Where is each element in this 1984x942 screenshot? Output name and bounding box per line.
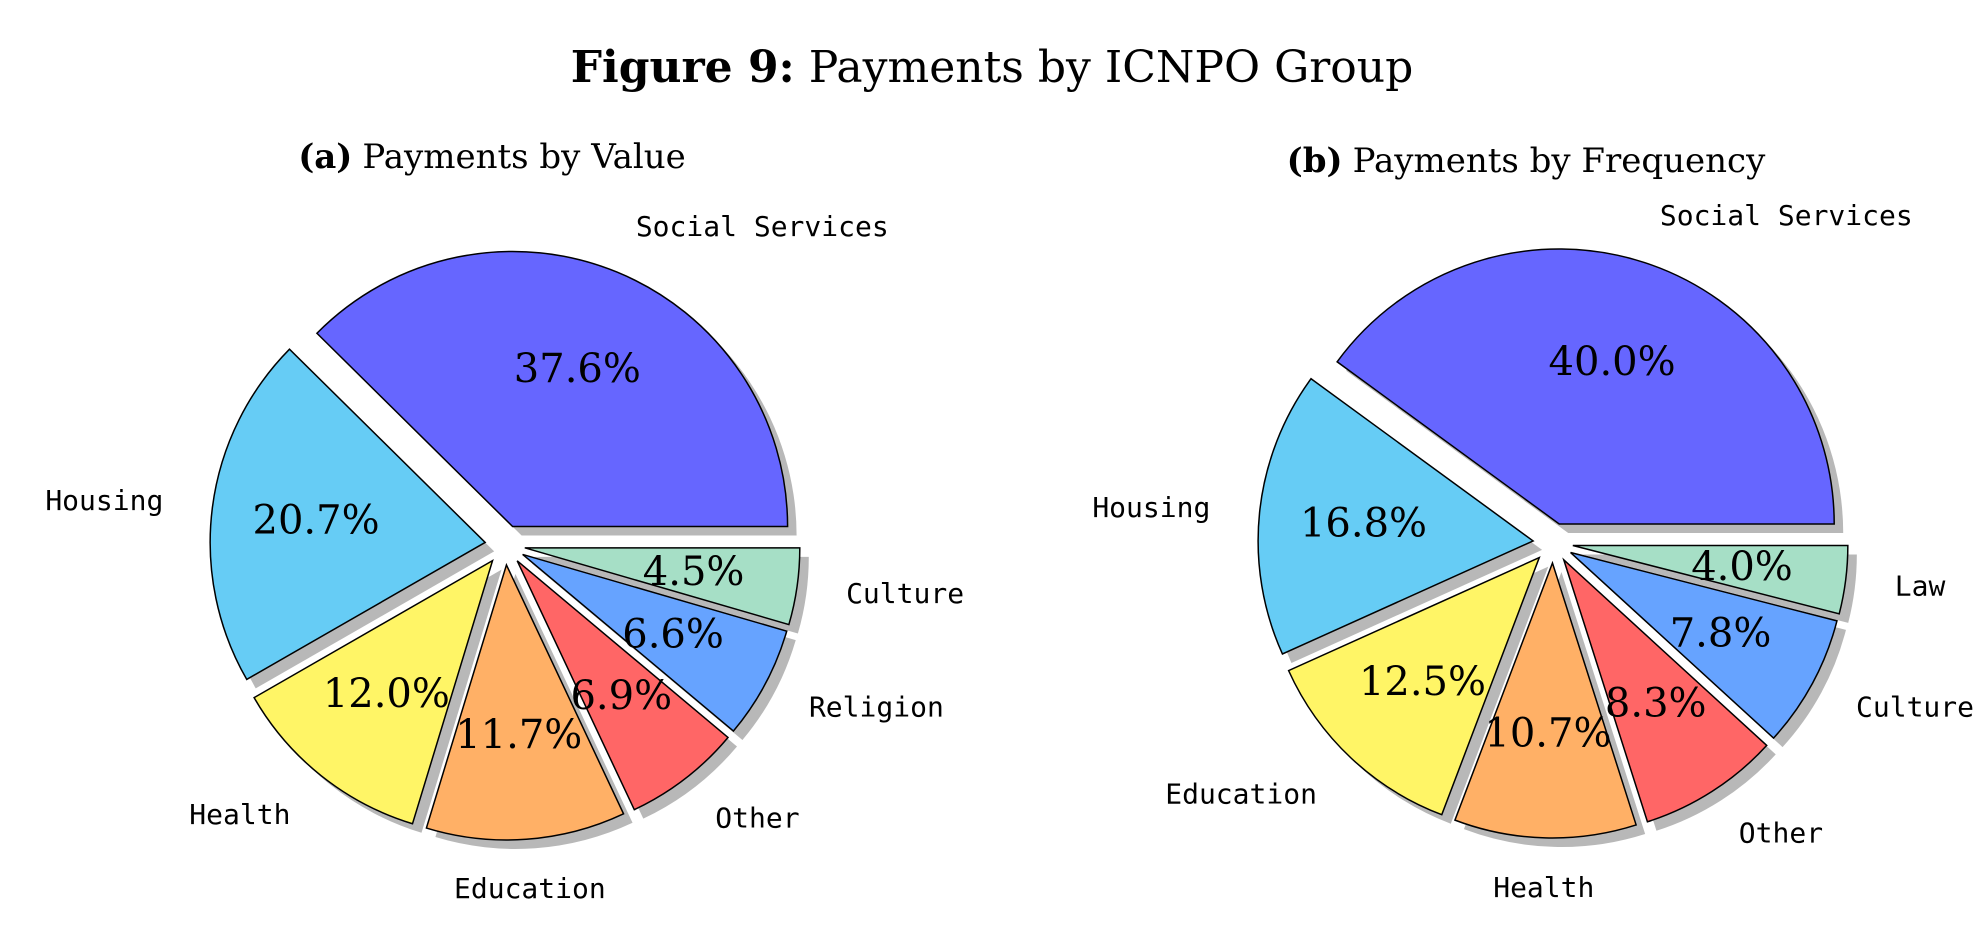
pct-label-other: 6.9% (570, 673, 672, 719)
category-label-culture: Culture (846, 577, 964, 610)
pct-label-education: 11.7% (455, 712, 582, 758)
category-label-other: Other (1739, 817, 1823, 850)
figure-title: Figure 9: Payments by ICNPO Group (571, 42, 1414, 93)
pie-chart-by-frequency: 40.0% Social Services 16.8% Housing 12.5% Edu… (1092, 199, 1974, 904)
category-label-other: Other (715, 801, 799, 834)
slice-social-services (1336, 248, 1835, 525)
slice-housing (209, 348, 487, 681)
slice-religion (522, 553, 788, 733)
pct-label-other: 8.3% (1605, 680, 1707, 726)
category-label-social-services: Social Services (636, 210, 889, 243)
category-label-social-services: Social Services (1660, 199, 1913, 232)
category-label-religion: Religion (809, 691, 944, 724)
slice-law (1572, 544, 1849, 615)
panel-a-title-text: Payments by Value (362, 137, 685, 177)
slice-health (253, 559, 494, 825)
figure-title-text: Payments by ICNPO Group (809, 42, 1413, 93)
figure-title-prefix: Figure 9: (571, 42, 795, 93)
pct-label-education: 12.5% (1359, 659, 1486, 705)
slice-education (1287, 556, 1541, 816)
category-label-health: Health (189, 798, 290, 831)
panel-b-title-text: Payments by Frequency (1353, 141, 1766, 181)
pct-label-law: 4.0% (1691, 544, 1793, 590)
pct-label-social-services: 37.6% (514, 346, 641, 392)
category-label-culture: Culture (1856, 690, 1974, 723)
pct-label-health: 12.0% (323, 671, 450, 717)
pie-chart-by-value: 37.6% Social Services 20.7% Housing 12.0% Hea… (45, 210, 964, 905)
category-label-education: Education (1165, 777, 1317, 810)
pct-label-health: 10.7% (1484, 710, 1611, 756)
slice-culture (524, 547, 801, 626)
slice-culture (1570, 551, 1838, 740)
pct-label-culture: 7.8% (1670, 611, 1772, 657)
slice-social-services (315, 250, 789, 528)
pct-label-religion: 6.6% (622, 612, 724, 658)
pct-label-social-services: 40.0% (1549, 339, 1676, 385)
pct-label-housing: 16.8% (1300, 500, 1427, 546)
pct-label-culture: 4.5% (643, 549, 745, 595)
slice-housing (1257, 377, 1535, 655)
slice-other (1562, 557, 1768, 823)
category-label-health: Health (1493, 871, 1594, 904)
category-label-housing: Housing (1092, 491, 1210, 524)
panel-b-label: (b) (1287, 141, 1343, 181)
slice-other (516, 560, 730, 811)
panel-b-title: (b) Payments by Frequency (1287, 141, 1766, 181)
panel-a-title: (a) Payments by Value (298, 137, 686, 177)
panel-a-label: (a) (298, 137, 352, 177)
pct-label-housing: 20.7% (253, 498, 380, 544)
slice-education (425, 562, 625, 841)
category-label-law: Law (1895, 570, 1946, 603)
category-label-housing: Housing (45, 484, 163, 517)
slice-health (1453, 560, 1638, 839)
category-label-education: Education (454, 872, 606, 905)
